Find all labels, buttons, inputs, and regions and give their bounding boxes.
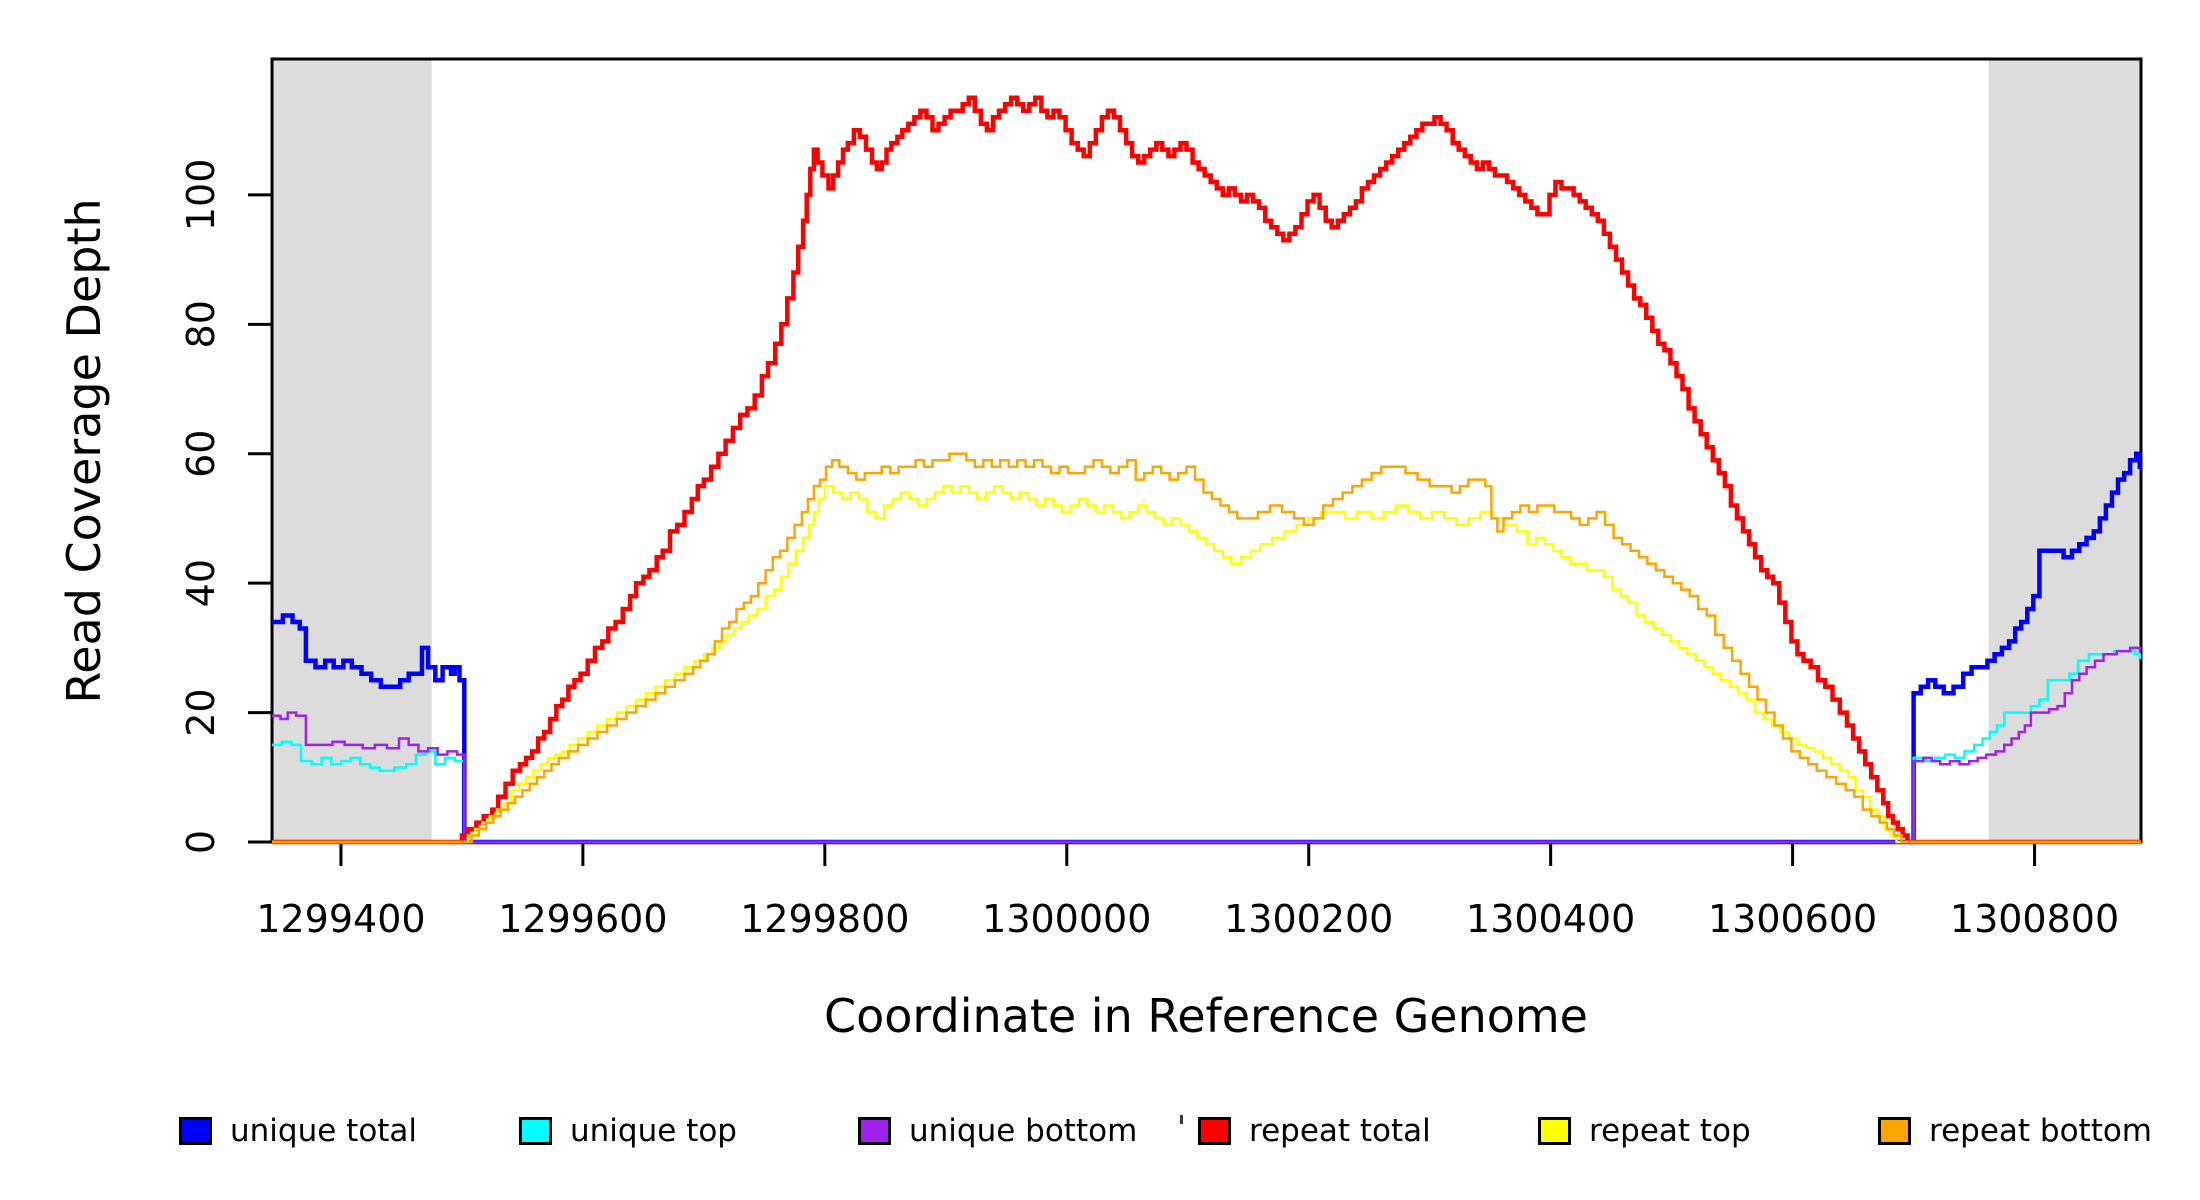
legend-item-repeat-top: repeat top	[1538, 1108, 1751, 1154]
x-tick-label: 1300600	[1708, 897, 1877, 941]
legend-item-unique-top: unique top	[519, 1108, 737, 1154]
x-axis: 1299400 1299600 1299800 1300000 1300200 13004…	[256, 843, 2119, 941]
shaded-regions	[272, 59, 2141, 842]
x-axis-title: Coordinate in Reference Genome	[824, 989, 1588, 1043]
series-repeat-bottom	[272, 452, 2141, 844]
legend-label: unique total	[230, 1113, 418, 1149]
series-unique-bottom	[272, 646, 2142, 844]
legend-label: repeat total	[1249, 1113, 1431, 1149]
stray-mark	[1180, 1115, 1183, 1124]
shaded-region	[272, 59, 432, 842]
repeat-total-swatch	[1198, 1117, 1231, 1145]
y-tick-label: 100	[179, 159, 223, 232]
x-tick-label: 1299800	[740, 897, 909, 941]
legend-item-repeat-bottom: repeat bottom	[1878, 1108, 2152, 1154]
y-axis: 0 20 40 60 80 100	[179, 159, 271, 854]
y-axis-title: Read Coverage Depth	[57, 198, 111, 704]
series-repeat-total	[272, 95, 2141, 845]
y-tick-label: 80	[179, 300, 223, 348]
unique-top-swatch	[519, 1117, 552, 1145]
x-tick-label: 1300200	[1224, 897, 1393, 941]
legend-label: unique top	[570, 1113, 737, 1149]
y-tick-label: 0	[179, 830, 223, 854]
x-tick-label: 1300400	[1466, 897, 1635, 941]
legend-item-unique-bottom: unique bottom	[858, 1108, 1137, 1154]
unique-bottom-swatch	[858, 1117, 891, 1145]
unique-total-swatch	[179, 1117, 212, 1145]
y-tick-label: 20	[179, 688, 223, 736]
series-repeat-top	[272, 484, 2141, 844]
legend-item-unique-total: unique total	[179, 1108, 417, 1154]
x-tick-label: 1300000	[982, 897, 1151, 941]
repeat-bottom-swatch	[1878, 1117, 1911, 1145]
legend-label: repeat bottom	[1929, 1113, 2153, 1149]
legend-item-repeat-total: repeat total	[1198, 1108, 1431, 1154]
y-tick-label: 40	[179, 559, 223, 607]
legend-label: unique bottom	[909, 1113, 1138, 1149]
series-lines	[272, 95, 2143, 845]
repeat-top-swatch	[1538, 1117, 1571, 1145]
shaded-region	[1988, 59, 2141, 842]
series-unique-top	[272, 649, 2142, 844]
legend-label: repeat top	[1589, 1113, 1751, 1149]
x-tick-label: 1300800	[1950, 897, 2119, 941]
series-unique-total	[272, 451, 2143, 845]
x-tick-label: 1299600	[498, 897, 667, 941]
x-tick-label: 1299400	[256, 897, 425, 941]
y-tick-label: 60	[179, 430, 223, 478]
